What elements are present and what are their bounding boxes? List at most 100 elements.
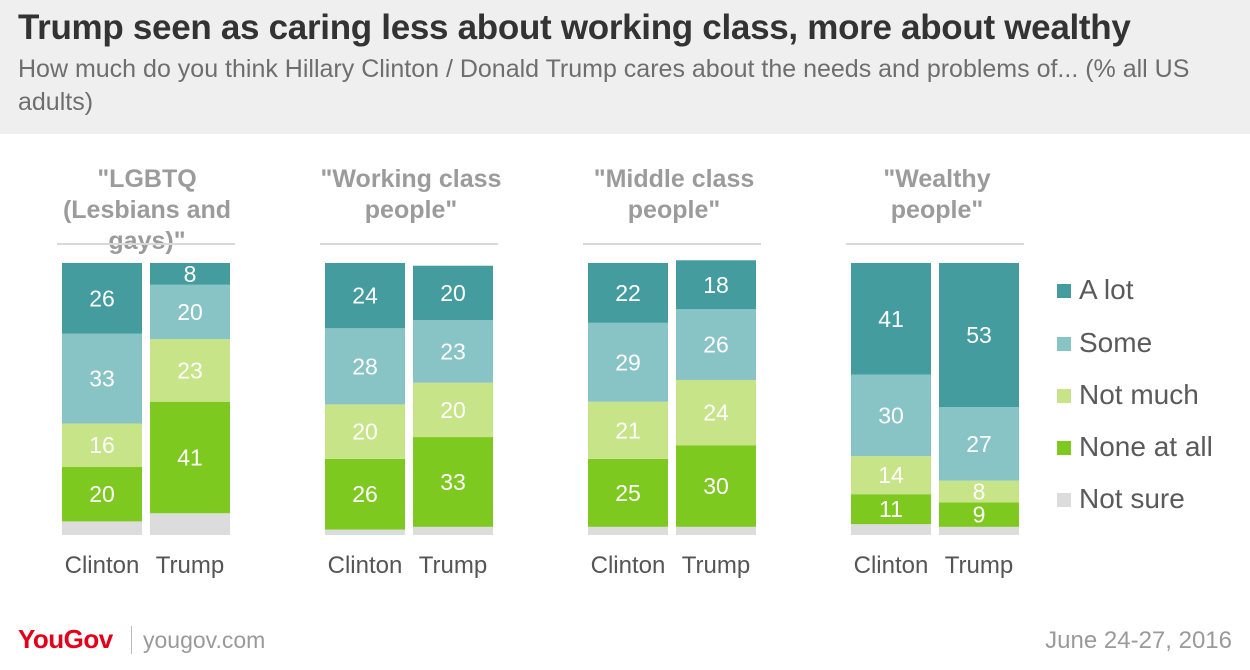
bar-segment-not-sure xyxy=(413,526,493,535)
data-label: 27 xyxy=(966,431,992,457)
header-band xyxy=(0,0,1250,134)
data-label: 25 xyxy=(615,480,641,506)
data-label: 28 xyxy=(352,353,378,379)
bar-segment-not-much xyxy=(150,339,230,402)
bar-segment-some xyxy=(150,284,230,340)
category-label-clinton: Clinton xyxy=(65,552,140,579)
bar-segment-a-lot xyxy=(676,260,756,310)
group-divider xyxy=(320,243,498,245)
data-label: 30 xyxy=(703,473,729,499)
legend-label: None at all xyxy=(1079,431,1213,462)
group-title-middle-class: "Middle class people" xyxy=(593,165,755,224)
bar-segment-none-at-all xyxy=(676,445,756,527)
bar-segment-not-much xyxy=(676,379,756,446)
bar-segment-none-at-all xyxy=(413,437,493,527)
data-label: 14 xyxy=(878,462,904,488)
category-label-trump: Trump xyxy=(156,552,224,579)
legend-swatch xyxy=(1057,493,1071,507)
bar-segment-a-lot xyxy=(150,263,230,285)
group-title-lgbtq: "LGBTQ (Lesbians and gays)" xyxy=(62,165,232,255)
group-divider xyxy=(583,243,761,245)
data-label: 18 xyxy=(703,272,729,298)
bar-segment-none-at-all xyxy=(939,502,1019,527)
bar-segment-none-at-all xyxy=(325,458,405,530)
bar-segment-not-sure xyxy=(851,524,931,535)
bar-segment-not-much xyxy=(325,404,405,459)
data-label: 24 xyxy=(703,400,729,426)
data-label: 20 xyxy=(440,280,466,306)
bar-segment-some xyxy=(676,309,756,380)
legend-label: A lot xyxy=(1079,274,1134,305)
bar-segment-not-sure xyxy=(588,526,668,535)
bar-segment-not-much xyxy=(851,456,931,495)
bar-segment-none-at-all xyxy=(851,494,931,525)
data-label: 33 xyxy=(89,366,115,392)
survey-date: June 24-27, 2016 xyxy=(1045,627,1232,654)
bar-segment-not-sure xyxy=(150,513,230,535)
category-label-clinton: Clinton xyxy=(854,552,929,579)
chart-title: Trump seen as caring less about working … xyxy=(18,8,1131,47)
data-label: 21 xyxy=(615,417,641,443)
data-label: 24 xyxy=(352,283,378,309)
bar-segment-a-lot xyxy=(588,263,668,323)
category-label-clinton: Clinton xyxy=(328,552,403,579)
data-label: 26 xyxy=(703,332,729,358)
data-label: 41 xyxy=(878,306,904,332)
bar-segment-some xyxy=(939,407,1019,481)
category-label-trump: Trump xyxy=(682,552,750,579)
data-label: 29 xyxy=(615,349,641,375)
group-divider xyxy=(846,243,1024,245)
data-label: 11 xyxy=(879,496,903,522)
legend-label: Not much xyxy=(1079,379,1199,410)
bar-segment-some xyxy=(588,322,668,402)
bar-segment-not-sure xyxy=(939,526,1019,535)
footer-divider xyxy=(131,626,132,654)
bar-segment-some xyxy=(62,333,142,424)
chart-subtitle: How much do you think Hillary Clinton / … xyxy=(18,55,1190,116)
bar-segment-not-much xyxy=(413,382,493,438)
data-label: 26 xyxy=(352,481,378,507)
bar-segment-some xyxy=(325,328,405,405)
bar-segment-some xyxy=(413,320,493,383)
bar-segment-a-lot xyxy=(62,263,142,334)
legend-swatch xyxy=(1057,337,1071,351)
data-label: 9 xyxy=(973,502,986,528)
bar-segment-some xyxy=(851,374,931,457)
bar-segment-a-lot xyxy=(325,263,405,329)
bar-segment-none-at-all xyxy=(62,467,142,522)
data-label: 30 xyxy=(878,402,904,428)
bar-segment-not-much xyxy=(939,480,1019,503)
data-label: 33 xyxy=(440,469,466,495)
data-label: 20 xyxy=(440,397,466,423)
site-link[interactable]: yougov.com xyxy=(143,627,266,653)
data-label: 16 xyxy=(89,432,115,458)
group-title-working-class: "Working class people" xyxy=(320,165,502,224)
legend-swatch xyxy=(1057,441,1071,455)
legend-swatch xyxy=(1057,389,1071,403)
category-label-clinton: Clinton xyxy=(591,552,666,579)
data-label: 23 xyxy=(177,357,203,383)
yougov-logo: YouGov xyxy=(18,624,113,654)
legend-label: Not sure xyxy=(1079,483,1185,514)
legend-swatch xyxy=(1057,284,1071,298)
data-label: 26 xyxy=(89,285,115,311)
bar-segment-a-lot xyxy=(413,265,493,321)
legend-label: Some xyxy=(1079,327,1153,358)
bar-segment-none-at-all xyxy=(150,401,230,514)
bar-segment-not-much xyxy=(588,401,668,459)
group-divider xyxy=(57,243,235,245)
bar-segment-none-at-all xyxy=(588,458,668,527)
bar-segment-a-lot xyxy=(851,263,931,375)
data-label: 8 xyxy=(973,478,986,504)
bar-segment-not-sure xyxy=(325,529,405,535)
data-label: 22 xyxy=(615,280,641,306)
data-label: 53 xyxy=(966,322,992,348)
data-label: 41 xyxy=(177,444,203,470)
category-label-trump: Trump xyxy=(419,552,487,579)
bar-segment-not-much xyxy=(62,423,142,467)
bar-segment-a-lot xyxy=(939,263,1019,408)
data-label: 8 xyxy=(184,261,197,287)
data-label: 20 xyxy=(89,481,115,507)
category-label-trump: Trump xyxy=(945,552,1013,579)
